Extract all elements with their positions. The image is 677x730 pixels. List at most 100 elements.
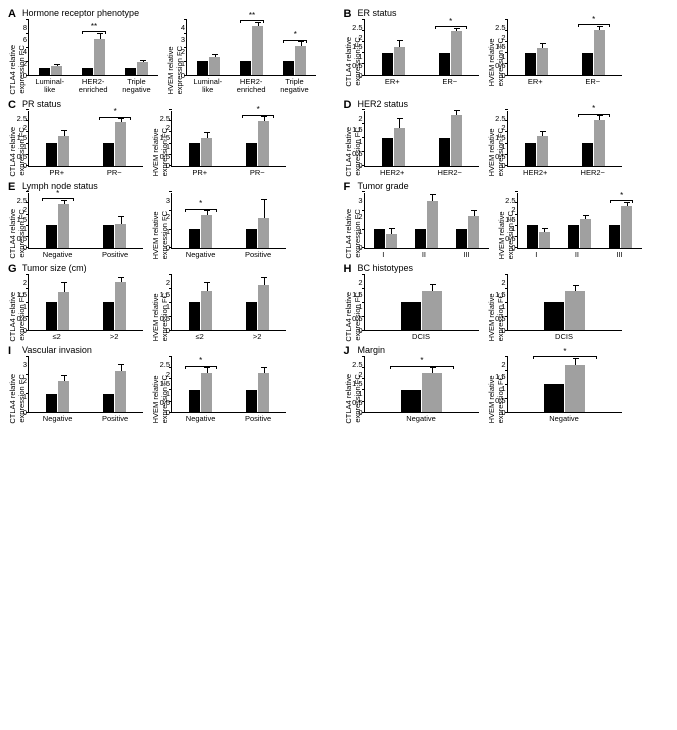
x-ticks: Negative: [364, 415, 479, 423]
charts-row: CTLA4 relativeexpression FC00.511.52≤2>2…: [8, 275, 334, 341]
bar-group: [544, 365, 585, 413]
error-bar: [264, 367, 265, 373]
panel-letter: F: [344, 181, 351, 193]
axes: 00.511.52: [171, 275, 286, 331]
bars-container: [29, 357, 143, 412]
panel-letter: H: [344, 263, 352, 275]
x-tick-label: Negative: [186, 251, 216, 259]
y-tick-label: 0: [154, 326, 170, 334]
bar-group: [103, 224, 126, 248]
bar-treatment: [295, 46, 306, 75]
y-tick-label: 0.5: [347, 314, 363, 322]
bar-treatment: [258, 373, 269, 412]
axes: 00.511.52: [364, 111, 479, 167]
y-tick-label: 8: [11, 24, 27, 32]
y-ticks: 00.511.522.5: [11, 111, 27, 166]
bar-treatment: [580, 219, 591, 248]
x-tick-label: Negative: [43, 415, 73, 423]
plot-area: 00.511.522.5* HER2+HER2−: [507, 111, 622, 177]
bar-treatment: [422, 291, 442, 330]
y-tick-label: 2.5: [11, 197, 27, 205]
x-tick-label: ER−: [442, 78, 457, 86]
y-tick-label: 2: [11, 124, 27, 132]
significance-marker: *: [42, 191, 74, 201]
axes: 00.511.522.5*: [507, 111, 622, 167]
bar-treatment: [94, 39, 105, 75]
x-tick-label: I: [535, 251, 537, 259]
panel-title: Vascular invasion: [22, 345, 334, 355]
panel-D: DHER2 statusCTLA4 relativeexpression FC0…: [344, 99, 670, 177]
y-tick-label: 2: [347, 33, 363, 41]
significance-marker: **: [82, 24, 106, 34]
y-tick-label: 1.5: [490, 133, 506, 141]
panel-F: FTumor gradeCTLA4 relativeexpression FC0…: [344, 181, 670, 259]
x-ticks: ≤2>2: [28, 333, 143, 341]
x-tick-label: ER−: [585, 78, 600, 86]
error-bar: [64, 375, 65, 381]
y-tick-label: 1.5: [490, 373, 506, 381]
bars-container: [29, 193, 143, 248]
x-tick-label: ER+: [385, 78, 400, 86]
y-tick-label: 4: [169, 24, 185, 32]
bar-control: [544, 302, 564, 330]
bar-group: [415, 201, 438, 248]
bars-container: [172, 111, 286, 166]
bar-control: [568, 225, 579, 247]
axes: 01234***: [186, 20, 316, 76]
y-tick-label: 2.5: [490, 114, 506, 122]
x-tick-label: Negative: [406, 415, 436, 423]
y-tick-label: 0: [154, 162, 170, 170]
significance-bracket: [578, 24, 610, 27]
x-tick-label: Triplenegative: [122, 78, 150, 95]
significance-bracket: [82, 31, 106, 34]
y-ticks: 00.511.522.5: [490, 20, 506, 75]
significance-marker: *: [533, 349, 597, 359]
bar-control: [439, 53, 450, 75]
y-tick-label: 0.5: [490, 397, 506, 405]
bar-control: [240, 61, 251, 75]
panel-title: Tumor size (cm): [22, 263, 334, 273]
axes: 0123*: [171, 193, 286, 249]
chart: CTLA4 relativeexpression FC0123NegativeP…: [8, 357, 143, 423]
x-tick-label: Positive: [245, 415, 271, 423]
x-tick-label: Positive: [102, 251, 128, 259]
significance-bracket: [610, 200, 633, 203]
bars-container: [508, 275, 622, 330]
bar-group: [125, 62, 148, 75]
significance-bracket: [435, 26, 467, 29]
bar-treatment: [565, 365, 585, 413]
significance-stars: *: [99, 109, 131, 115]
y-tick-label: 6: [11, 36, 27, 44]
error-bar: [207, 282, 208, 290]
error-bar: [121, 364, 122, 371]
axes: 02468**: [28, 20, 158, 76]
significance-bracket: [185, 209, 217, 212]
chart: HVEM relativeexpression FC00.511.52*Nega…: [487, 357, 622, 423]
y-tick-label: 2: [154, 124, 170, 132]
bar-control: [103, 143, 114, 165]
y-tick-label: 1: [347, 303, 363, 311]
bar-group: [246, 218, 269, 248]
x-tick-label: ≤2: [53, 333, 61, 341]
error-bar: [121, 277, 122, 283]
x-ticks: HER2+HER2−: [507, 169, 622, 177]
significance-bracket: [242, 115, 274, 118]
plot-area: 0123NegativePositive: [28, 357, 143, 423]
bars-container: [187, 20, 316, 75]
bar-treatment: [137, 62, 148, 75]
bar-control: [382, 138, 393, 166]
bar-treatment: [201, 215, 212, 248]
bar-treatment: [422, 373, 442, 412]
y-tick-label: 0: [347, 244, 363, 252]
significance-stars: *: [578, 106, 610, 112]
x-ticks: NegativePositive: [28, 415, 143, 423]
x-tick-label: DCIS: [555, 333, 573, 341]
y-tick-label: 3: [154, 197, 170, 205]
x-tick-label: III: [616, 251, 622, 259]
bar-group: [240, 26, 263, 75]
significance-stars: **: [240, 13, 264, 19]
y-tick-label: 0: [347, 71, 363, 79]
bar-control: [46, 143, 57, 165]
y-tick-label: 2: [490, 279, 506, 287]
error-bar: [64, 130, 65, 137]
